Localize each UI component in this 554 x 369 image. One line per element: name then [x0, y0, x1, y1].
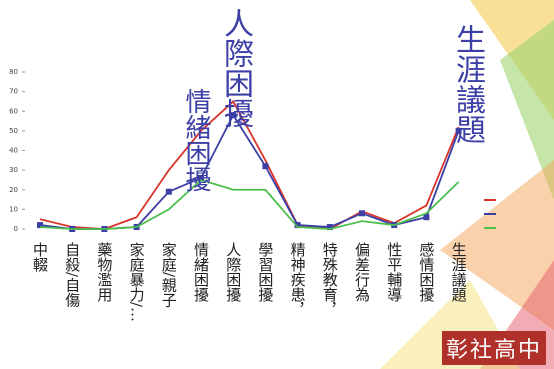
annotation: 生涯議題	[450, 24, 485, 144]
marker	[37, 222, 43, 229]
x-tick-label: 家庭/親子	[159, 242, 178, 308]
x-tick-label: 學習困擾	[256, 242, 275, 302]
x-tick-label: 藥物濫用	[95, 242, 114, 302]
x-tick-label: 家庭暴力/…	[127, 242, 146, 323]
y-tick-label: 0	[14, 225, 18, 233]
x-tick-label: 情緒困擾	[192, 242, 210, 302]
x-tick-label: 感情困擾	[417, 242, 436, 302]
marker	[326, 224, 333, 231]
marker	[262, 163, 269, 170]
x-tick-label: 自殺/自傷	[63, 242, 82, 308]
marker	[455, 127, 462, 134]
y-tick-label: 80	[9, 68, 18, 76]
y-tick-label: 40	[9, 147, 18, 155]
x-tick-label: 精神疾患，	[288, 242, 307, 317]
decor	[440, 160, 554, 330]
annotation: 人際困擾	[218, 8, 253, 128]
x-tick-label: 性平輔導	[385, 242, 404, 302]
marker	[198, 174, 204, 181]
y-tick-label: 10	[9, 205, 18, 213]
marker	[230, 112, 237, 119]
decor	[500, 20, 554, 200]
y-tick-label: 60	[9, 107, 18, 115]
x-tick-label: 偏差行為	[353, 242, 371, 302]
y-tick-label: 30	[9, 166, 18, 174]
y-tick-label: 50	[9, 127, 18, 135]
x-tick-label: 人際困擾	[224, 242, 243, 302]
series-line	[39, 99, 460, 230]
y-tick-label: 20	[9, 186, 18, 194]
x-tick-label: 中輟	[31, 242, 49, 272]
marker	[165, 188, 172, 195]
marker	[359, 210, 365, 217]
series-line	[39, 178, 460, 230]
x-tick-label: 特殊教育，	[320, 242, 339, 317]
marker	[423, 214, 430, 221]
x-tick-label: 生涯議題	[449, 242, 468, 302]
marker	[294, 222, 301, 229]
annotation: 情緒困擾	[181, 88, 211, 192]
logo: 彰社高中	[441, 331, 546, 365]
y-tick-label: 70	[9, 88, 18, 96]
